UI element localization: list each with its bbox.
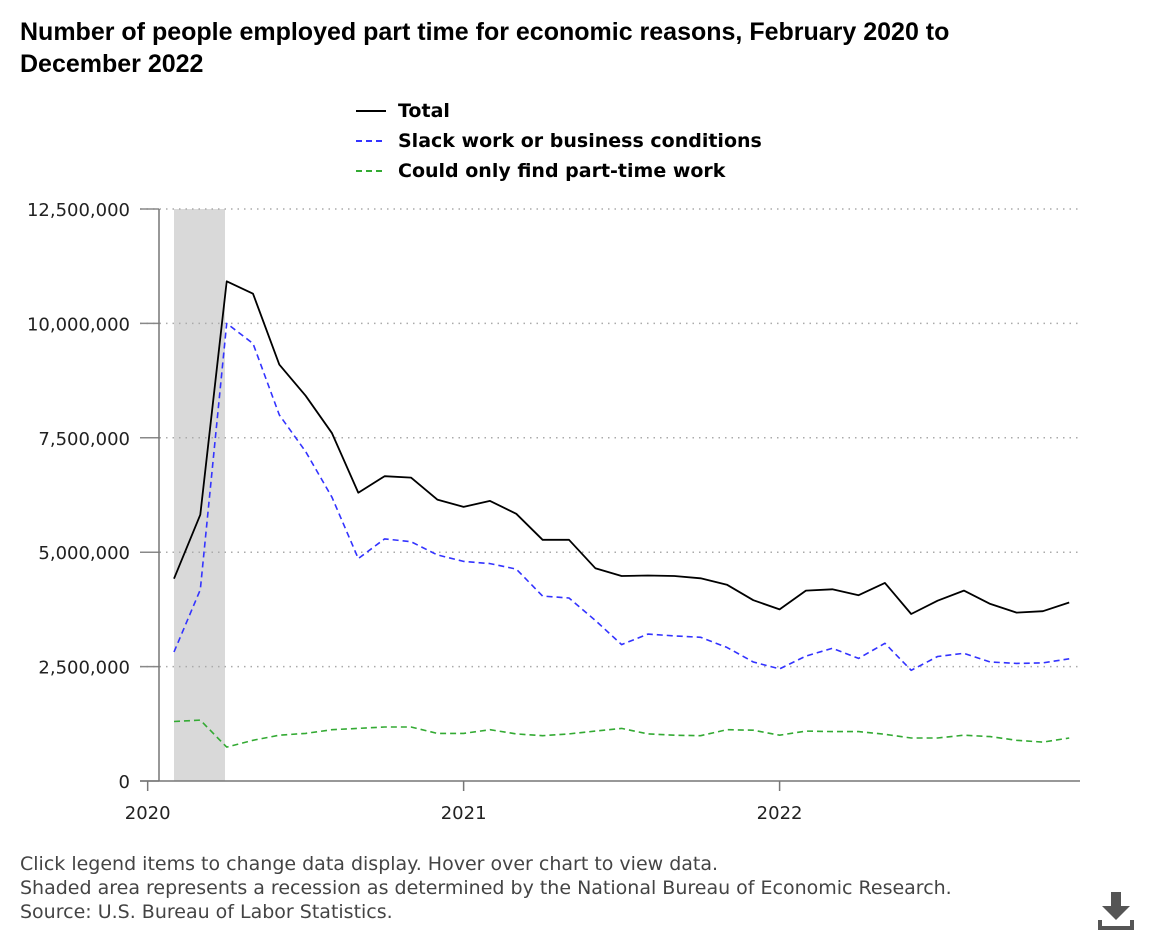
y-tick-label: 12,500,000 <box>27 200 130 221</box>
legend-swatch-slack-work <box>356 140 386 142</box>
legend-label-total: Total <box>398 100 450 122</box>
legend-swatch-part-time-only <box>356 170 386 172</box>
footer-recession-note: Shaded area represents a recession as de… <box>20 877 952 899</box>
x-tick-label: 2021 <box>441 803 487 824</box>
chart-title: Number of people employed part time for … <box>20 18 950 78</box>
x-tick-label: 2020 <box>125 803 171 824</box>
series-line-part-time-only <box>173 719 1070 748</box>
legend-item-slack-work[interactable]: Slack work or business conditions <box>356 126 762 156</box>
legend-label-part-time-only: Could only find part-time work <box>398 160 726 182</box>
series-line-slack-work <box>173 322 1070 672</box>
y-tick-label: 5,000,000 <box>38 543 130 564</box>
y-tick-label: 0 <box>119 772 130 793</box>
x-tick-label: 2022 <box>757 803 803 824</box>
line-chart[interactable]: 0 2,500,000 5,000,000 7,500,000 10,000,000 12… <box>0 190 1160 840</box>
y-tick-label: 7,500,000 <box>38 429 130 450</box>
download-icon[interactable] <box>1096 890 1136 934</box>
footer-instructions: Click legend items to change data displa… <box>20 853 719 875</box>
legend-label-slack-work: Slack work or business conditions <box>398 130 762 152</box>
legend-swatch-total <box>356 110 386 112</box>
chart-footer: Click legend items to change data displa… <box>20 852 952 924</box>
legend: Total Slack work or business conditions … <box>356 96 762 186</box>
series-line-total <box>173 280 1070 615</box>
legend-item-part-time-only[interactable]: Could only find part-time work <box>356 156 762 186</box>
recession-shading <box>174 209 225 781</box>
y-tick-label: 2,500,000 <box>38 658 130 679</box>
y-tick-label: 10,000,000 <box>27 314 130 335</box>
legend-item-total[interactable]: Total <box>356 96 762 126</box>
footer-source: Source: U.S. Bureau of Labor Statistics. <box>20 901 393 923</box>
